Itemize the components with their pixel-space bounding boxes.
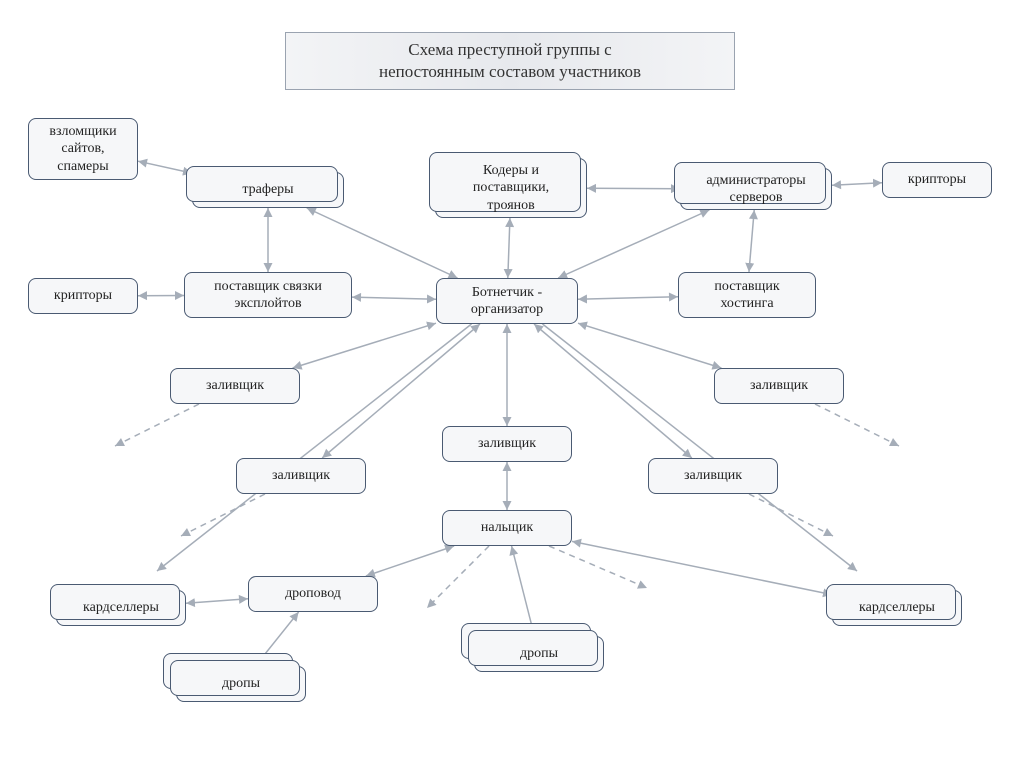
node-label: Ботнетчик -организатор bbox=[471, 284, 543, 319]
node-dropovod: дроповод bbox=[248, 576, 378, 612]
node-dropy_l: дропы bbox=[176, 666, 306, 702]
node-zaliv_br: заливщик bbox=[648, 458, 778, 494]
title-line1: Схема преступной группы с bbox=[408, 40, 611, 59]
node-label: заливщик bbox=[206, 377, 264, 395]
node-label: траферы bbox=[242, 181, 293, 199]
node-zaliv_l: заливщик bbox=[170, 368, 300, 404]
node-label: поставщик связкиэксплойтов bbox=[214, 278, 322, 313]
node-kard_r: кардселлеры bbox=[832, 590, 962, 626]
node-label: заливщик bbox=[750, 377, 808, 395]
node-label: взломщикисайтов,спамеры bbox=[49, 123, 116, 176]
node-label: заливщик bbox=[684, 467, 742, 485]
node-zaliv_bl: заливщик bbox=[236, 458, 366, 494]
node-label: крипторы bbox=[908, 171, 966, 189]
node-admins: администраторысерверов bbox=[680, 168, 832, 210]
node-nalshik: нальщик bbox=[442, 510, 572, 546]
node-label: Кодеры ипоставщики,троянов bbox=[473, 162, 549, 215]
node-trafery: траферы bbox=[192, 172, 344, 208]
node-label: дропы bbox=[222, 675, 260, 693]
node-label: администраторысерверов bbox=[706, 172, 805, 207]
node-dropy_c: дропы bbox=[474, 636, 604, 672]
title-line2: непостоянным составом участников bbox=[379, 62, 641, 81]
node-label: дропы bbox=[520, 645, 558, 663]
node-kriptory_r: крипторы bbox=[882, 162, 992, 198]
node-vzlom: взломщикисайтов,спамеры bbox=[28, 118, 138, 180]
node-label: дроповод bbox=[285, 585, 341, 603]
node-botnetchik: Ботнетчик -организатор bbox=[436, 278, 578, 324]
node-hosting: поставщикхостинга bbox=[678, 272, 816, 318]
node-postavshik: поставщик связкиэксплойтов bbox=[184, 272, 352, 318]
node-kard_l: кардселлеры bbox=[56, 590, 186, 626]
node-kodery: Кодеры ипоставщики,троянов bbox=[435, 158, 587, 218]
node-label: заливщик bbox=[478, 435, 536, 453]
node-label: поставщикхостинга bbox=[714, 278, 779, 313]
node-zaliv_r: заливщик bbox=[714, 368, 844, 404]
node-label: заливщик bbox=[272, 467, 330, 485]
node-kriptory_l: крипторы bbox=[28, 278, 138, 314]
node-label: крипторы bbox=[54, 287, 112, 305]
node-label: нальщик bbox=[481, 519, 533, 537]
diagram-title: Схема преступной группы с непостоянным с… bbox=[285, 32, 735, 90]
node-label: кардселлеры bbox=[859, 599, 935, 617]
node-label: кардселлеры bbox=[83, 599, 159, 617]
node-zaliv_c: заливщик bbox=[442, 426, 572, 462]
